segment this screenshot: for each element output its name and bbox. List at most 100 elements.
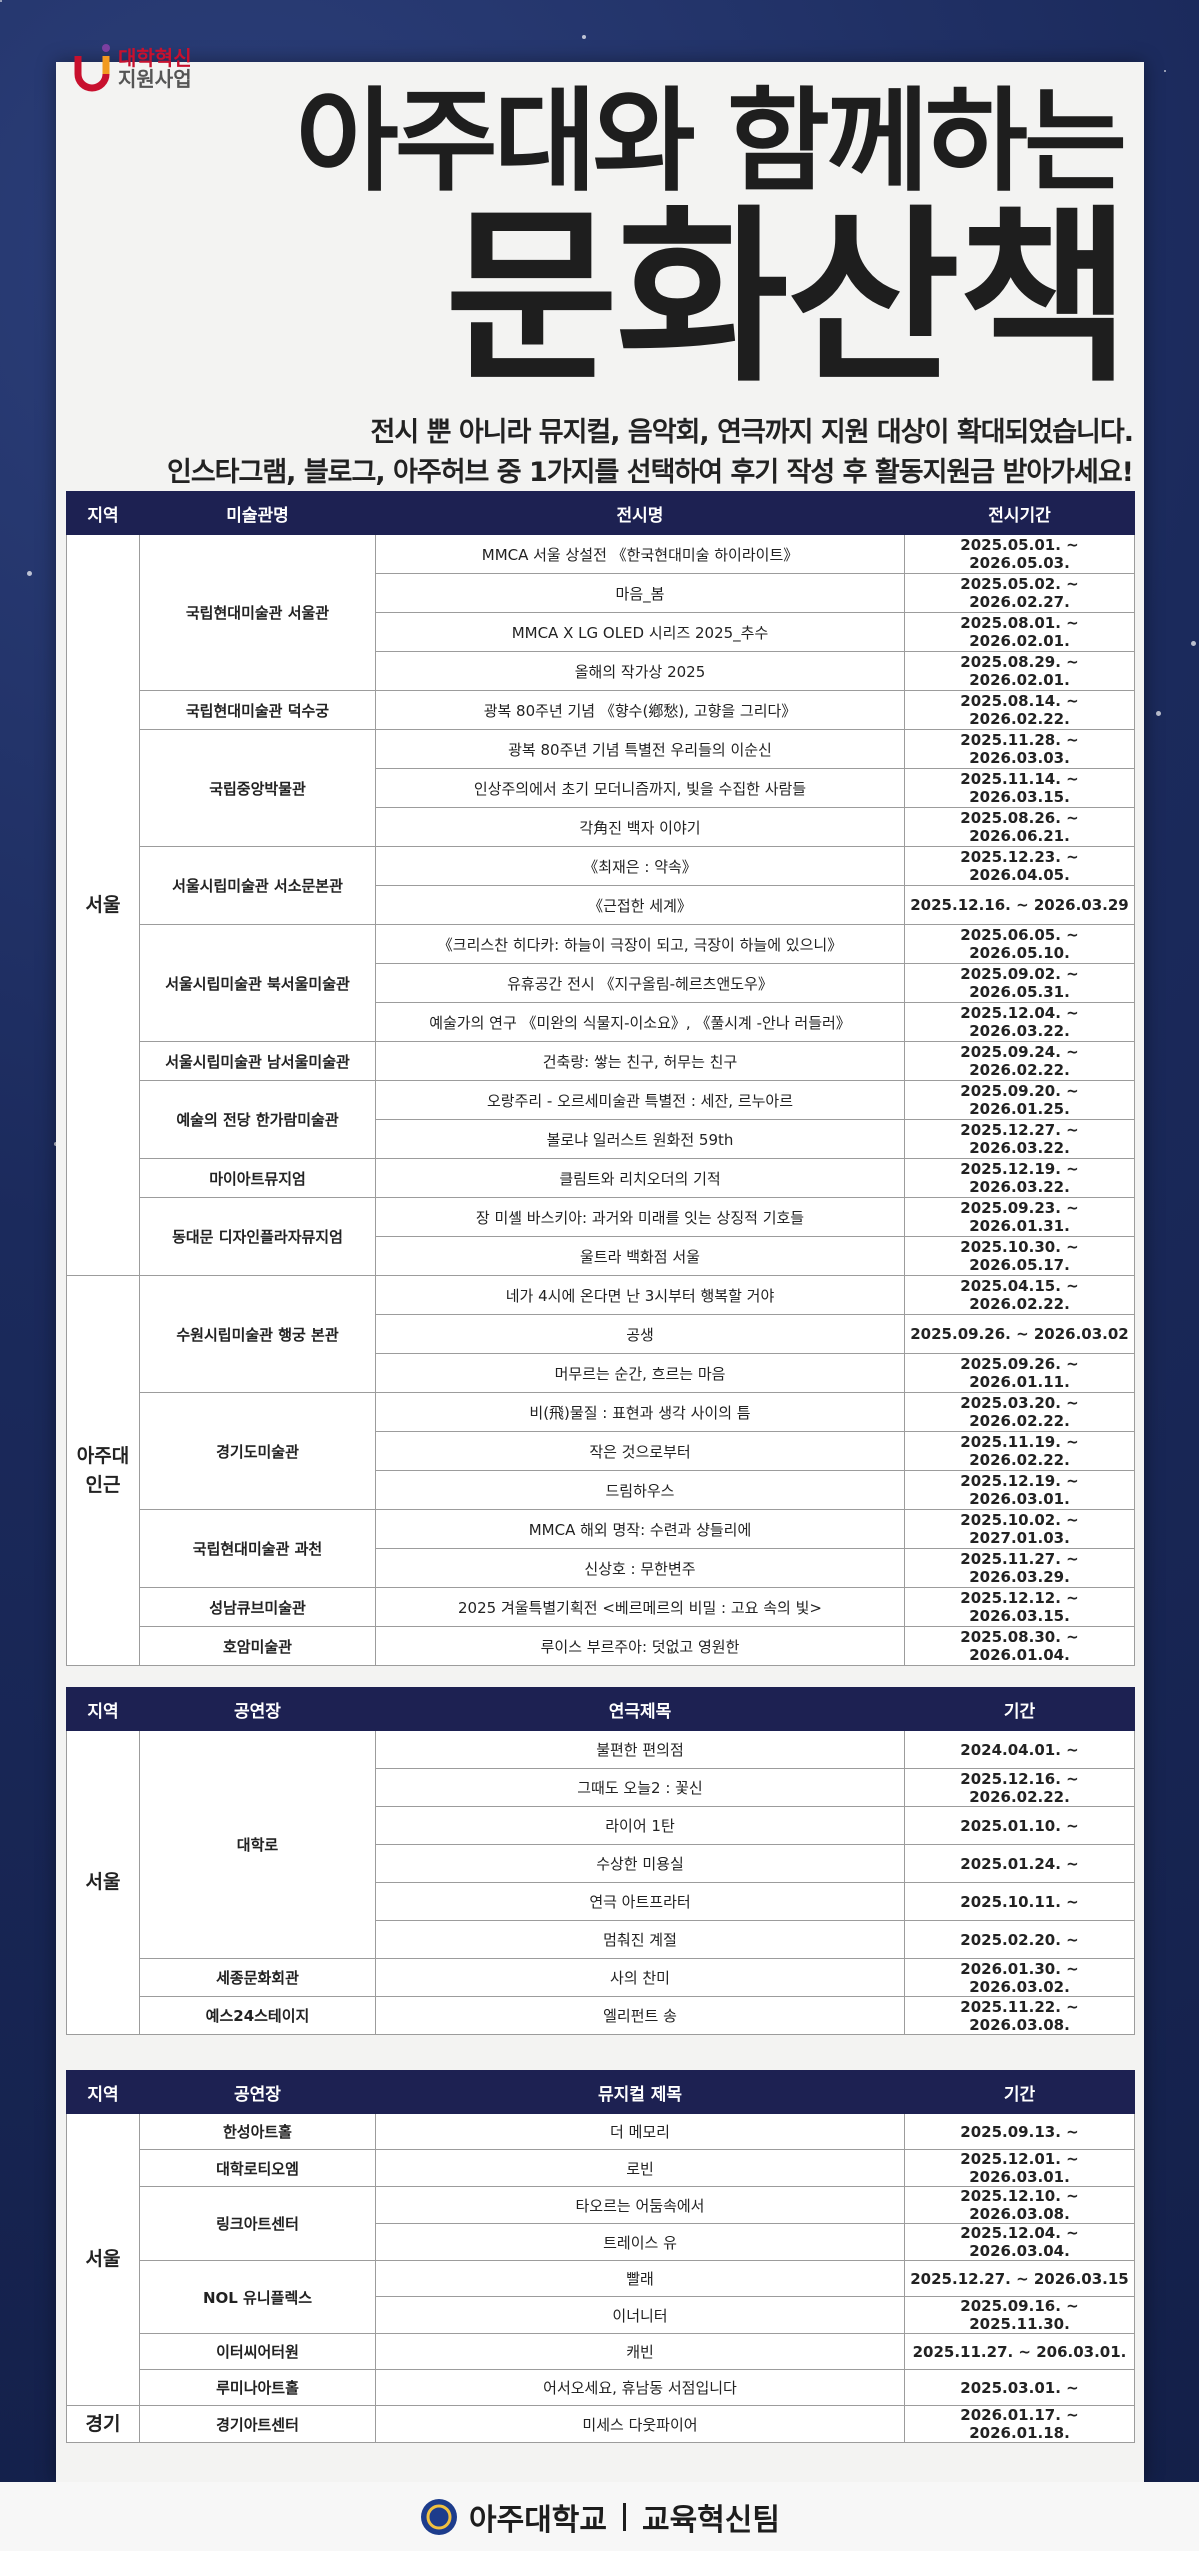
title: 올해의 작가상 2025 (375, 651, 905, 691)
period: 2025.11.19. ~ 2026.02.22. (904, 1431, 1135, 1471)
period: 2025.12.27. ~ 2026.03.22. (904, 1119, 1135, 1159)
header-cell: 지역 (66, 2070, 140, 2114)
period: 2025.10.11. ~ (904, 1882, 1135, 1921)
title: 유휴공간 전시 《지구올림-헤르츠앤도우》 (375, 963, 905, 1003)
period: 2025.11.27. ~ 206.03.01. (904, 2333, 1135, 2370)
footer-team: 교육혁신팀 (642, 2502, 780, 2538)
title: 클림트와 리치오더의 기적 (375, 1158, 905, 1198)
row: MMCA X LG OLED 시리즈 2025_추수 2025.08.01. ~ … (67, 612, 1135, 652)
period: 2025.10.02. ~ 2027.01.03. (904, 1509, 1135, 1549)
row: 마음_봄 2025.05.02. ~ 2026.02.27. (67, 573, 1135, 613)
header-row: 지역 미술관명 전시명 전시기간 (66, 491, 1135, 535)
row: 동대문 디자인플라자뮤지엄 장 미셸 바스키아: 과거와 미래를 잇는 상징적 기… (67, 1197, 1135, 1276)
title: 드림하우스 (375, 1470, 905, 1510)
title: 타오르는 어둠속에서 (375, 2186, 905, 2224)
row: 유휴공간 전시 《지구올림-헤르츠앤도우》 2025.09.02. ~ 2026.… (67, 963, 1135, 1003)
table: 지역 공연장 뮤지컬 제목 기간 서울 한성아트홀 더 메모리 2025.09.13. ~ 대학… (66, 2070, 1135, 2443)
subtitle: 인스타그램, 블로그, 아주허브 중 1가지를 선택하여 후기 작성 후 활동지… (166, 457, 1134, 488)
row: 예술의 전당 한가람미술관 오랑주리 - 오르세미술관 특별전 : 세잔, 르누아… (67, 1080, 1135, 1159)
row: 《근접한 세계》 2025.12.16. ~ 2026.03.29 (67, 885, 1135, 925)
row: 서울 대학로 불편한 편의점 2024.04.01. ~ (66, 1730, 1135, 2035)
venue: 루미나아트홀 (139, 2369, 376, 2406)
separator (623, 2502, 626, 2531)
title: 마음_봄 (375, 573, 905, 613)
row: 올해의 작가상 2025 2025.08.29. ~ 2026.02.01. (67, 651, 1135, 691)
row: 마이아트뮤지엄 클림트와 리치오더의 기적 2025.12.19. ~ 2026.0… (67, 1158, 1135, 1198)
venue: 예스24스테이지 (139, 1996, 376, 2035)
row: 서울 한성아트홀 더 메모리 2025.09.13. ~ (66, 2113, 1135, 2406)
period: 2025.12.12. ~ 2026.03.15. (904, 1587, 1135, 1627)
period: 2025.08.01. ~ 2026.02.01. (904, 612, 1135, 652)
title: MMCA X LG OLED 시리즈 2025_추수 (375, 612, 905, 652)
header-cell: 연극제목 (375, 1687, 905, 1731)
venue: 대학로티오엠 (139, 2149, 376, 2187)
title: 광복 80주년 기념 《향수(鄕愁), 고향을 그리다》 (375, 690, 905, 730)
period: 2025.09.13. ~ (904, 2113, 1135, 2150)
period: 2024.04.01. ~ (904, 1730, 1135, 1769)
period: 2025.12.19. ~ 2026.03.01. (904, 1470, 1135, 1510)
row: 대학로티오엠 로빈 2025.12.01. ~ 2026.03.01. (67, 2149, 1135, 2187)
title-line1: 아주대와 함께하는 (295, 77, 1127, 207)
venue: 성남큐브미술관 (139, 1587, 376, 1627)
row: 성남큐브미술관 2025 겨울특별기획전 <베르메르의 비밀 : 고요 속의 빛>… (67, 1587, 1135, 1627)
header-row: 지역 공연장 뮤지컬 제목 기간 (66, 2070, 1135, 2114)
title: 볼로냐 일러스트 원화전 59th (375, 1119, 905, 1159)
title: MMCA 해외 명작: 수련과 샹들리에 (375, 1509, 905, 1549)
logo-icon (74, 44, 110, 92)
period: 2025.01.24. ~ (904, 1844, 1135, 1883)
row: 서울시립미술관 북서울미술관 《크리스찬 히다카: 하늘이 극장이 되고, 극장이… (67, 924, 1135, 1042)
row: 국립중앙박물관 광복 80주년 기념 특별전 우리들의 이순신 2025.11.28… (67, 729, 1135, 847)
venue: 수원시립미술관 행궁 본관 (139, 1275, 376, 1393)
row: 루미나아트홀 어서오세요, 휴남동 서점입니다 2025.03.01. ~ (67, 2369, 1135, 2406)
row: NOL 유니플렉스 빨래 2025.12.27. ~ 2026.03.15 (67, 2260, 1135, 2334)
period: 2025.03.20. ~ 2026.02.22. (904, 1392, 1135, 1432)
row: 울트라 백화점 서울 2025.10.30. ~ 2026.05.17. (67, 1236, 1135, 1276)
title: 미세스 다웃파이어 (375, 2405, 905, 2443)
snowflake (0, 0, 2, 2)
row: 이터씨어터원 캐빈 2025.11.27. ~ 206.03.01. (67, 2333, 1135, 2370)
header-cell: 지역 (66, 491, 140, 535)
period: 2025.10.30. ~ 2026.05.17. (904, 1236, 1135, 1276)
period: 2025.06.05. ~ 2026.05.10. (904, 924, 1135, 964)
header-cell: 기간 (904, 2070, 1135, 2114)
period: 2025.09.24. ~ 2026.02.22. (904, 1041, 1135, 1081)
title: 예술가의 연구 《미완의 식물지-이소요》, 《풀시계 -안나 러들러》 (375, 1002, 905, 1042)
row: 경기도미술관 비(飛)물질 : 표현과 생각 사이의 틈 2025.03.20. ~… (67, 1392, 1135, 1510)
title: 건축랑: 쌓는 친구, 허무는 친구 (375, 1041, 905, 1081)
row: 예스24스테이지 엘리펀트 송 2025.11.22. ~ 2026.03.08. (67, 1996, 1135, 2035)
period: 2025.11.28. ~ 2026.03.03. (904, 729, 1135, 769)
period: 2025.12.16. ~ 2026.03.29 (904, 885, 1135, 925)
venue: 호암미술관 (139, 1626, 376, 1666)
title: 캐빈 (375, 2333, 905, 2370)
period: 2025.08.30. ~ 2026.01.04. (904, 1626, 1135, 1666)
header-cell: 전시기간 (904, 491, 1135, 535)
snowflake (1164, 70, 1166, 72)
header-cell: 공연장 (139, 1687, 376, 1731)
venue: 국립중앙박물관 (139, 729, 376, 847)
row: 신상호 : 무한변주 2025.11.27. ~ 2026.03.29. (67, 1548, 1135, 1588)
row: 멈춰진 계절 2025.02.20. ~ (67, 1920, 1135, 1959)
title: 공생 (375, 1314, 905, 1354)
header-cell: 기간 (904, 1687, 1135, 1731)
logo-title: 대학혁신 (118, 46, 192, 70)
venue: 예술의 전당 한가람미술관 (139, 1080, 376, 1159)
snowflake (27, 571, 32, 576)
title: 불편한 편의점 (375, 1730, 905, 1769)
footer: 아주대학교 교육혁신팀 (0, 2482, 1199, 2551)
period: 2025.12.04. ~ 2026.03.22. (904, 1002, 1135, 1042)
period: 2025.11.22. ~ 2026.03.08. (904, 1996, 1135, 2035)
period: 2025.03.01. ~ (904, 2369, 1135, 2406)
title: 멈춰진 계절 (375, 1920, 905, 1959)
title: 루이스 부르주아: 덧없고 영원한 (375, 1626, 905, 1666)
period: 2025.12.23. ~ 2026.04.05. (904, 846, 1135, 886)
region: 서울 (66, 534, 140, 1276)
venue: 대학로 (139, 1730, 376, 1959)
title: 작은 것으로부터 (375, 1431, 905, 1471)
snowflake (582, 35, 586, 39)
period: 2025.12.04. ~ 2026.03.04. (904, 2223, 1135, 2261)
title: 로빈 (375, 2149, 905, 2187)
venue: 국립현대미술관 서울관 (139, 534, 376, 691)
title: 엘리펀트 송 (375, 1996, 905, 2035)
title: 2025 겨울특별기획전 <베르메르의 비밀 : 고요 속의 빛> (375, 1587, 905, 1627)
